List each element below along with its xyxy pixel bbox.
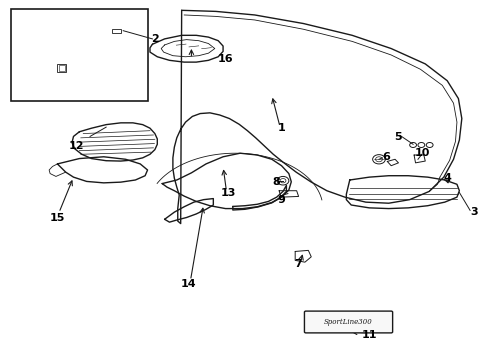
Text: 7: 7	[294, 259, 302, 269]
Text: 16: 16	[218, 54, 233, 64]
Text: 4: 4	[443, 173, 451, 183]
Text: 3: 3	[470, 207, 478, 217]
Text: 14: 14	[181, 279, 197, 289]
Text: SportLine300: SportLine300	[324, 318, 373, 326]
Text: 5: 5	[394, 132, 402, 142]
Bar	[57, 64, 66, 72]
FancyBboxPatch shape	[304, 311, 392, 333]
Text: 1: 1	[278, 123, 285, 133]
Text: 13: 13	[220, 188, 236, 198]
Text: 8: 8	[273, 177, 281, 187]
Text: 10: 10	[415, 148, 431, 158]
Text: 6: 6	[382, 152, 390, 162]
Text: 2: 2	[151, 34, 159, 44]
Text: 9: 9	[278, 195, 286, 204]
Text: 12: 12	[69, 141, 85, 151]
Text: 15: 15	[49, 212, 65, 222]
Bar	[113, 28, 121, 33]
Bar	[59, 65, 65, 71]
Text: 11: 11	[362, 330, 377, 341]
Bar	[11, 9, 147, 102]
